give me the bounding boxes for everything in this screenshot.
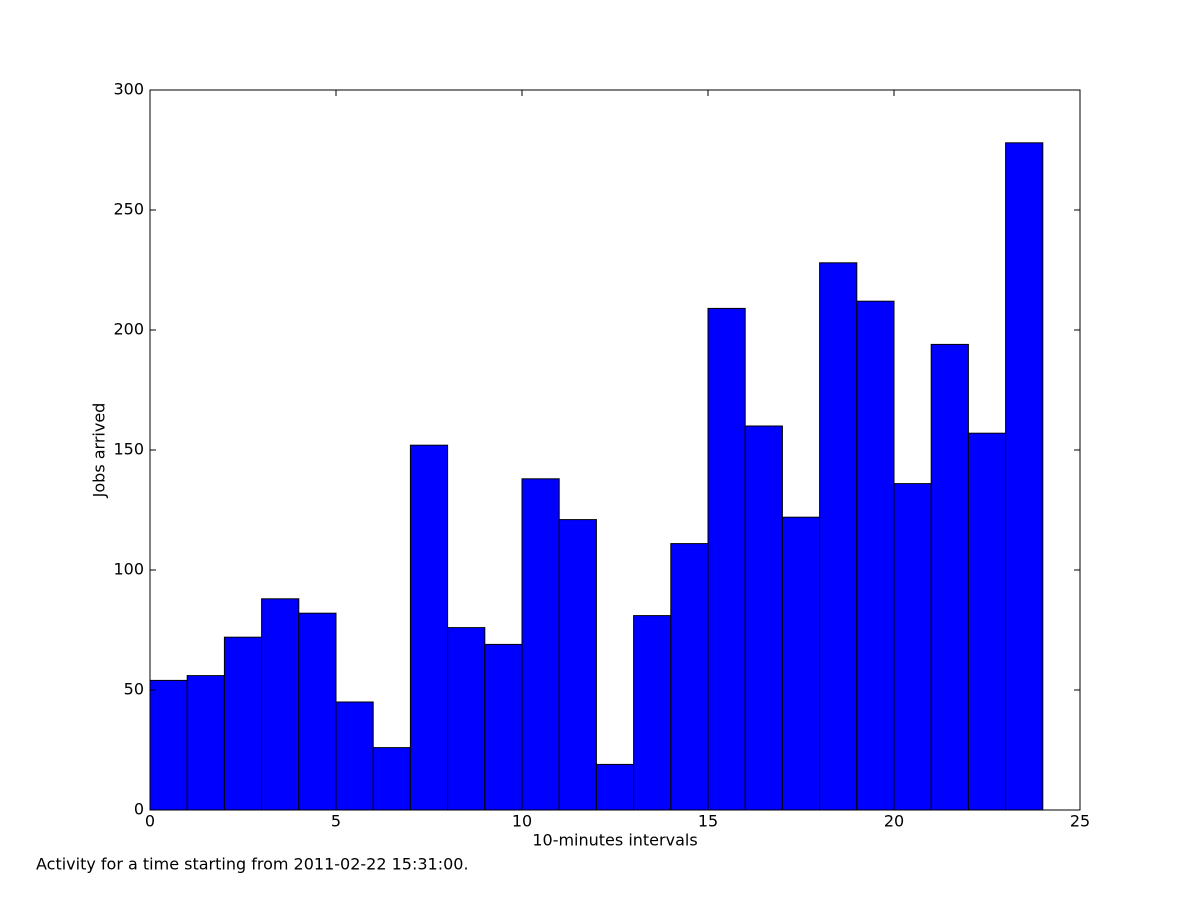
bar (781, 516, 821, 811)
bar (744, 425, 783, 811)
bar (967, 432, 1007, 811)
x-tick-label: 0 (145, 812, 155, 831)
x-tick-label: 20 (884, 812, 904, 831)
x-tick-label: 5 (331, 812, 341, 831)
bar (149, 679, 188, 811)
y-tick-label: 250 (113, 200, 144, 219)
x-tick-label: 10 (512, 812, 532, 831)
y-tick-label: 300 (113, 80, 144, 99)
y-tick-label: 0 (134, 800, 144, 819)
bar (1005, 142, 1044, 811)
bar (261, 598, 300, 811)
bar (930, 343, 969, 811)
bar (893, 483, 932, 811)
x-tick-label: 15 (698, 812, 718, 831)
x-axis-label: 10-minutes intervals (532, 831, 697, 850)
y-tick-label: 200 (113, 320, 144, 339)
bar (484, 643, 523, 811)
bar (409, 444, 449, 811)
y-tick-label: 50 (124, 680, 144, 699)
x-tick-label: 25 (1070, 812, 1090, 831)
bar (595, 763, 635, 811)
bar (707, 307, 746, 811)
footnote: Activity for a time starting from 2011-0… (36, 855, 469, 874)
bar (856, 300, 895, 811)
bar (819, 262, 858, 811)
bar (633, 615, 672, 811)
bar (298, 612, 337, 811)
bar (372, 747, 411, 811)
bar (335, 701, 374, 811)
bar (447, 627, 486, 811)
bar (521, 478, 560, 811)
y-axis-label: Jobs arrived (90, 403, 109, 499)
y-tick-label: 150 (113, 440, 144, 459)
bar (558, 519, 597, 811)
y-tick-label: 100 (113, 560, 144, 579)
bar (670, 543, 709, 811)
bar (186, 675, 225, 811)
bar (223, 636, 263, 811)
